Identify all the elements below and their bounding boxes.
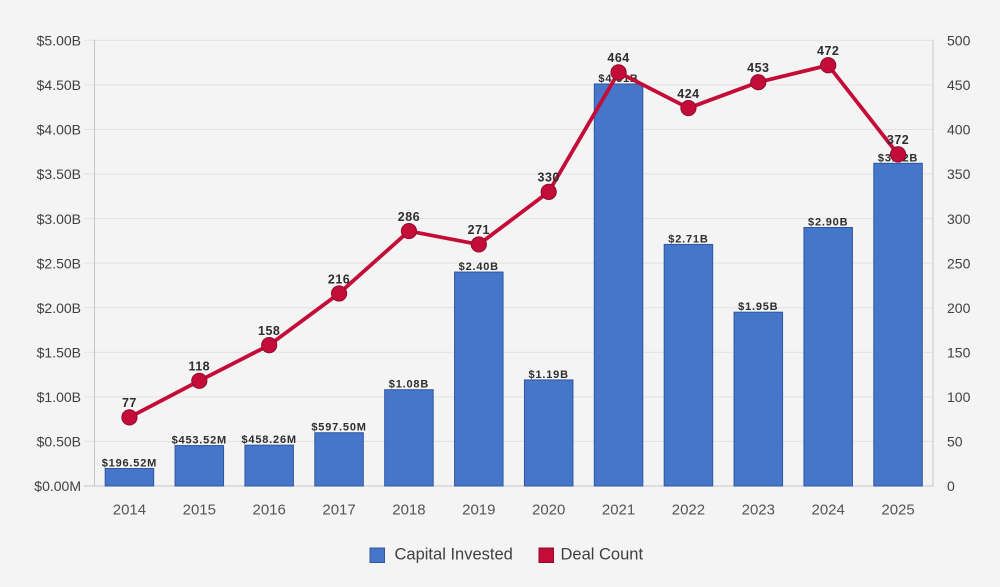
- svg-text:350: 350: [947, 166, 971, 182]
- svg-text:77: 77: [122, 396, 137, 410]
- svg-text:$453.52M: $453.52M: [172, 435, 227, 447]
- svg-text:Deal Count: Deal Count: [561, 546, 644, 564]
- svg-text:2020: 2020: [532, 502, 565, 519]
- svg-text:372: 372: [887, 133, 909, 147]
- svg-text:$3.00B: $3.00B: [37, 211, 81, 227]
- svg-text:2018: 2018: [392, 502, 425, 519]
- svg-text:450: 450: [947, 77, 971, 93]
- svg-text:$196.52M: $196.52M: [102, 457, 157, 469]
- svg-text:$2.90B: $2.90B: [808, 216, 848, 228]
- svg-text:150: 150: [947, 344, 971, 360]
- svg-text:$4.00B: $4.00B: [37, 122, 81, 138]
- svg-text:300: 300: [947, 211, 971, 227]
- svg-text:2023: 2023: [742, 502, 775, 519]
- svg-text:330: 330: [538, 171, 560, 185]
- svg-text:472: 472: [817, 44, 839, 58]
- svg-text:50: 50: [947, 434, 963, 450]
- svg-text:$3.50B: $3.50B: [37, 166, 81, 182]
- svg-text:2024: 2024: [812, 502, 845, 519]
- svg-text:2016: 2016: [253, 502, 286, 519]
- svg-text:$458.26M: $458.26M: [242, 434, 297, 446]
- svg-text:100: 100: [947, 389, 971, 405]
- svg-text:$0.50B: $0.50B: [37, 434, 81, 450]
- svg-text:$1.00B: $1.00B: [37, 389, 81, 405]
- svg-text:$2.71B: $2.71B: [668, 233, 708, 245]
- svg-text:118: 118: [188, 360, 210, 374]
- svg-text:500: 500: [947, 33, 971, 49]
- svg-text:$1.19B: $1.19B: [529, 369, 569, 381]
- svg-text:200: 200: [947, 300, 971, 316]
- svg-text:286: 286: [398, 210, 420, 224]
- svg-text:$597.50M: $597.50M: [311, 422, 366, 434]
- svg-text:$1.08B: $1.08B: [389, 379, 429, 391]
- svg-text:216: 216: [328, 272, 350, 286]
- svg-text:$1.95B: $1.95B: [738, 301, 778, 313]
- svg-text:0: 0: [947, 478, 955, 494]
- svg-text:250: 250: [947, 255, 971, 271]
- svg-text:2017: 2017: [322, 502, 355, 519]
- svg-text:400: 400: [947, 122, 971, 138]
- svg-text:$4.50B: $4.50B: [37, 77, 81, 93]
- svg-text:2025: 2025: [881, 502, 914, 519]
- svg-text:2022: 2022: [672, 502, 705, 519]
- svg-text:$0.00M: $0.00M: [34, 478, 81, 494]
- svg-text:2015: 2015: [183, 502, 216, 519]
- svg-text:$2.40B: $2.40B: [459, 261, 499, 273]
- svg-text:$2.50B: $2.50B: [37, 255, 81, 271]
- svg-text:2014: 2014: [113, 502, 146, 519]
- svg-text:271: 271: [468, 223, 490, 237]
- svg-text:$1.50B: $1.50B: [37, 344, 81, 360]
- svg-text:Capital Invested: Capital Invested: [395, 546, 513, 564]
- svg-text:453: 453: [747, 61, 769, 75]
- svg-text:158: 158: [258, 324, 280, 338]
- svg-text:2019: 2019: [462, 502, 495, 519]
- svg-text:464: 464: [607, 51, 629, 65]
- svg-text:$5.00B: $5.00B: [37, 33, 81, 49]
- svg-text:2021: 2021: [602, 502, 635, 519]
- svg-text:$2.00B: $2.00B: [37, 300, 81, 316]
- svg-text:424: 424: [677, 87, 699, 101]
